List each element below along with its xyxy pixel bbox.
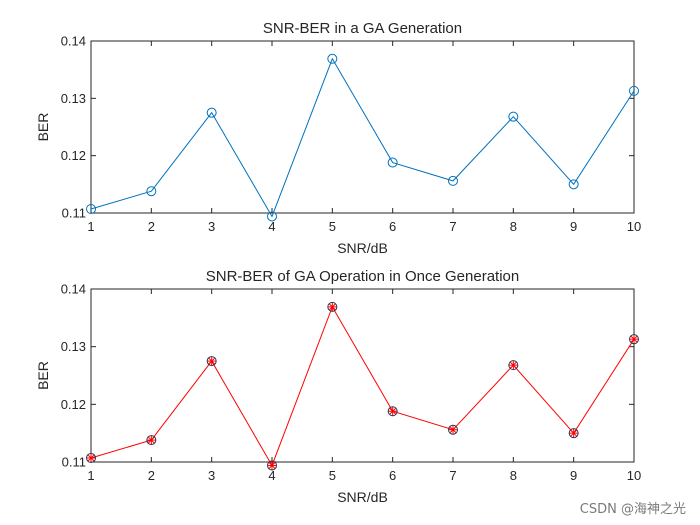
data-point xyxy=(267,460,277,471)
x-tick-label: 6 xyxy=(389,219,396,234)
data-point xyxy=(86,203,96,214)
data-point-star-stroke xyxy=(449,426,457,434)
data-point xyxy=(206,107,217,118)
data-point-star-stroke xyxy=(630,335,638,343)
x-tick-label: 4 xyxy=(268,219,275,234)
x-tick-label: 7 xyxy=(449,219,456,234)
data-point xyxy=(86,452,96,463)
data-point xyxy=(146,186,157,197)
chart-title: SNR-BER of GA Operation in Once Generati… xyxy=(206,268,519,285)
data-point-circle xyxy=(508,360,519,371)
data-point xyxy=(508,111,519,122)
data-point xyxy=(568,428,579,439)
x-tick-label: 4 xyxy=(268,468,275,483)
series-line xyxy=(90,57,635,218)
data-point-circle xyxy=(387,406,398,417)
x-axis-label: SNR/dB xyxy=(337,489,388,505)
y-tick-label: 0.12 xyxy=(61,397,86,412)
x-tick-label: 2 xyxy=(148,219,155,234)
data-point xyxy=(448,175,458,186)
x-tick-label: 3 xyxy=(208,468,215,483)
data-point-star-stroke xyxy=(87,454,95,462)
x-tick-label: 1 xyxy=(87,468,94,483)
data-point-circle xyxy=(267,460,277,471)
data-point xyxy=(327,53,338,64)
data-point-circle xyxy=(448,424,458,435)
chart-title: SNR-BER in a GA Generation xyxy=(263,20,462,37)
data-point-circle xyxy=(327,301,338,312)
data-point-star-stroke xyxy=(328,303,336,311)
y-axis-label: BER xyxy=(35,361,51,390)
y-tick-label: 0.13 xyxy=(61,91,86,106)
data-point-star-stroke xyxy=(509,361,517,369)
x-tick-label: 10 xyxy=(627,219,641,234)
data-point-star-stroke xyxy=(570,429,578,437)
axes-frame xyxy=(90,288,635,463)
y-tick-label: 0.13 xyxy=(61,339,86,354)
data-point xyxy=(387,406,398,417)
data-point xyxy=(146,435,157,446)
y-tick-label: 0.14 xyxy=(61,34,86,49)
y-tick-label: 0.11 xyxy=(62,455,86,470)
data-point xyxy=(568,179,579,190)
x-axis-label: SNR/dB xyxy=(337,240,388,256)
y-tick-label: 0.14 xyxy=(61,282,86,297)
watermark: CSDN @海神之光 xyxy=(579,502,686,517)
data-point xyxy=(508,360,519,371)
x-tick-label: 3 xyxy=(208,219,215,234)
data-point-circle xyxy=(629,334,639,345)
data-point-circle xyxy=(568,428,579,439)
x-tick-label: 2 xyxy=(148,468,155,483)
x-tick-label: 8 xyxy=(510,468,517,483)
axes-1: 1 2 3 4 5 6 7 8 9 10 0.11 0.12 0.13 0.14 SNR-BER in a … xyxy=(35,20,641,256)
data-point-star-stroke xyxy=(268,462,276,469)
x-tick-label: 9 xyxy=(570,468,577,483)
x-tick-label: 5 xyxy=(329,468,336,483)
data-point-star-stroke xyxy=(208,357,216,365)
data-point-circle xyxy=(206,356,217,367)
data-point xyxy=(448,424,458,435)
data-point xyxy=(267,211,277,222)
x-tick-label: 6 xyxy=(389,468,396,483)
data-point-star-stroke xyxy=(147,436,155,444)
axes-frame xyxy=(90,40,635,214)
data-point-circle xyxy=(86,452,96,463)
x-tick-label: 8 xyxy=(510,219,517,234)
x-tick-label: 10 xyxy=(627,468,641,483)
data-point xyxy=(387,157,398,168)
series-line xyxy=(90,305,635,467)
x-tick-label: 5 xyxy=(329,219,336,234)
y-tick-label: 0.11 xyxy=(62,206,86,221)
x-tick-label: 1 xyxy=(87,219,94,234)
axes-2: 1 2 3 4 5 6 7 8 9 10 0.11 0.12 0.13 0.14 SNR-BER of GA… xyxy=(35,268,641,505)
x-tick-label: 9 xyxy=(570,219,577,234)
data-point xyxy=(206,356,217,367)
data-point-star-stroke xyxy=(389,407,397,415)
data-point-circle xyxy=(146,435,157,446)
y-axis-label: BER xyxy=(35,113,51,142)
y-tick-label: 0.12 xyxy=(61,148,86,163)
data-point xyxy=(629,85,639,96)
data-point xyxy=(327,301,338,312)
data-point xyxy=(629,334,639,345)
x-tick-label: 7 xyxy=(449,468,456,483)
